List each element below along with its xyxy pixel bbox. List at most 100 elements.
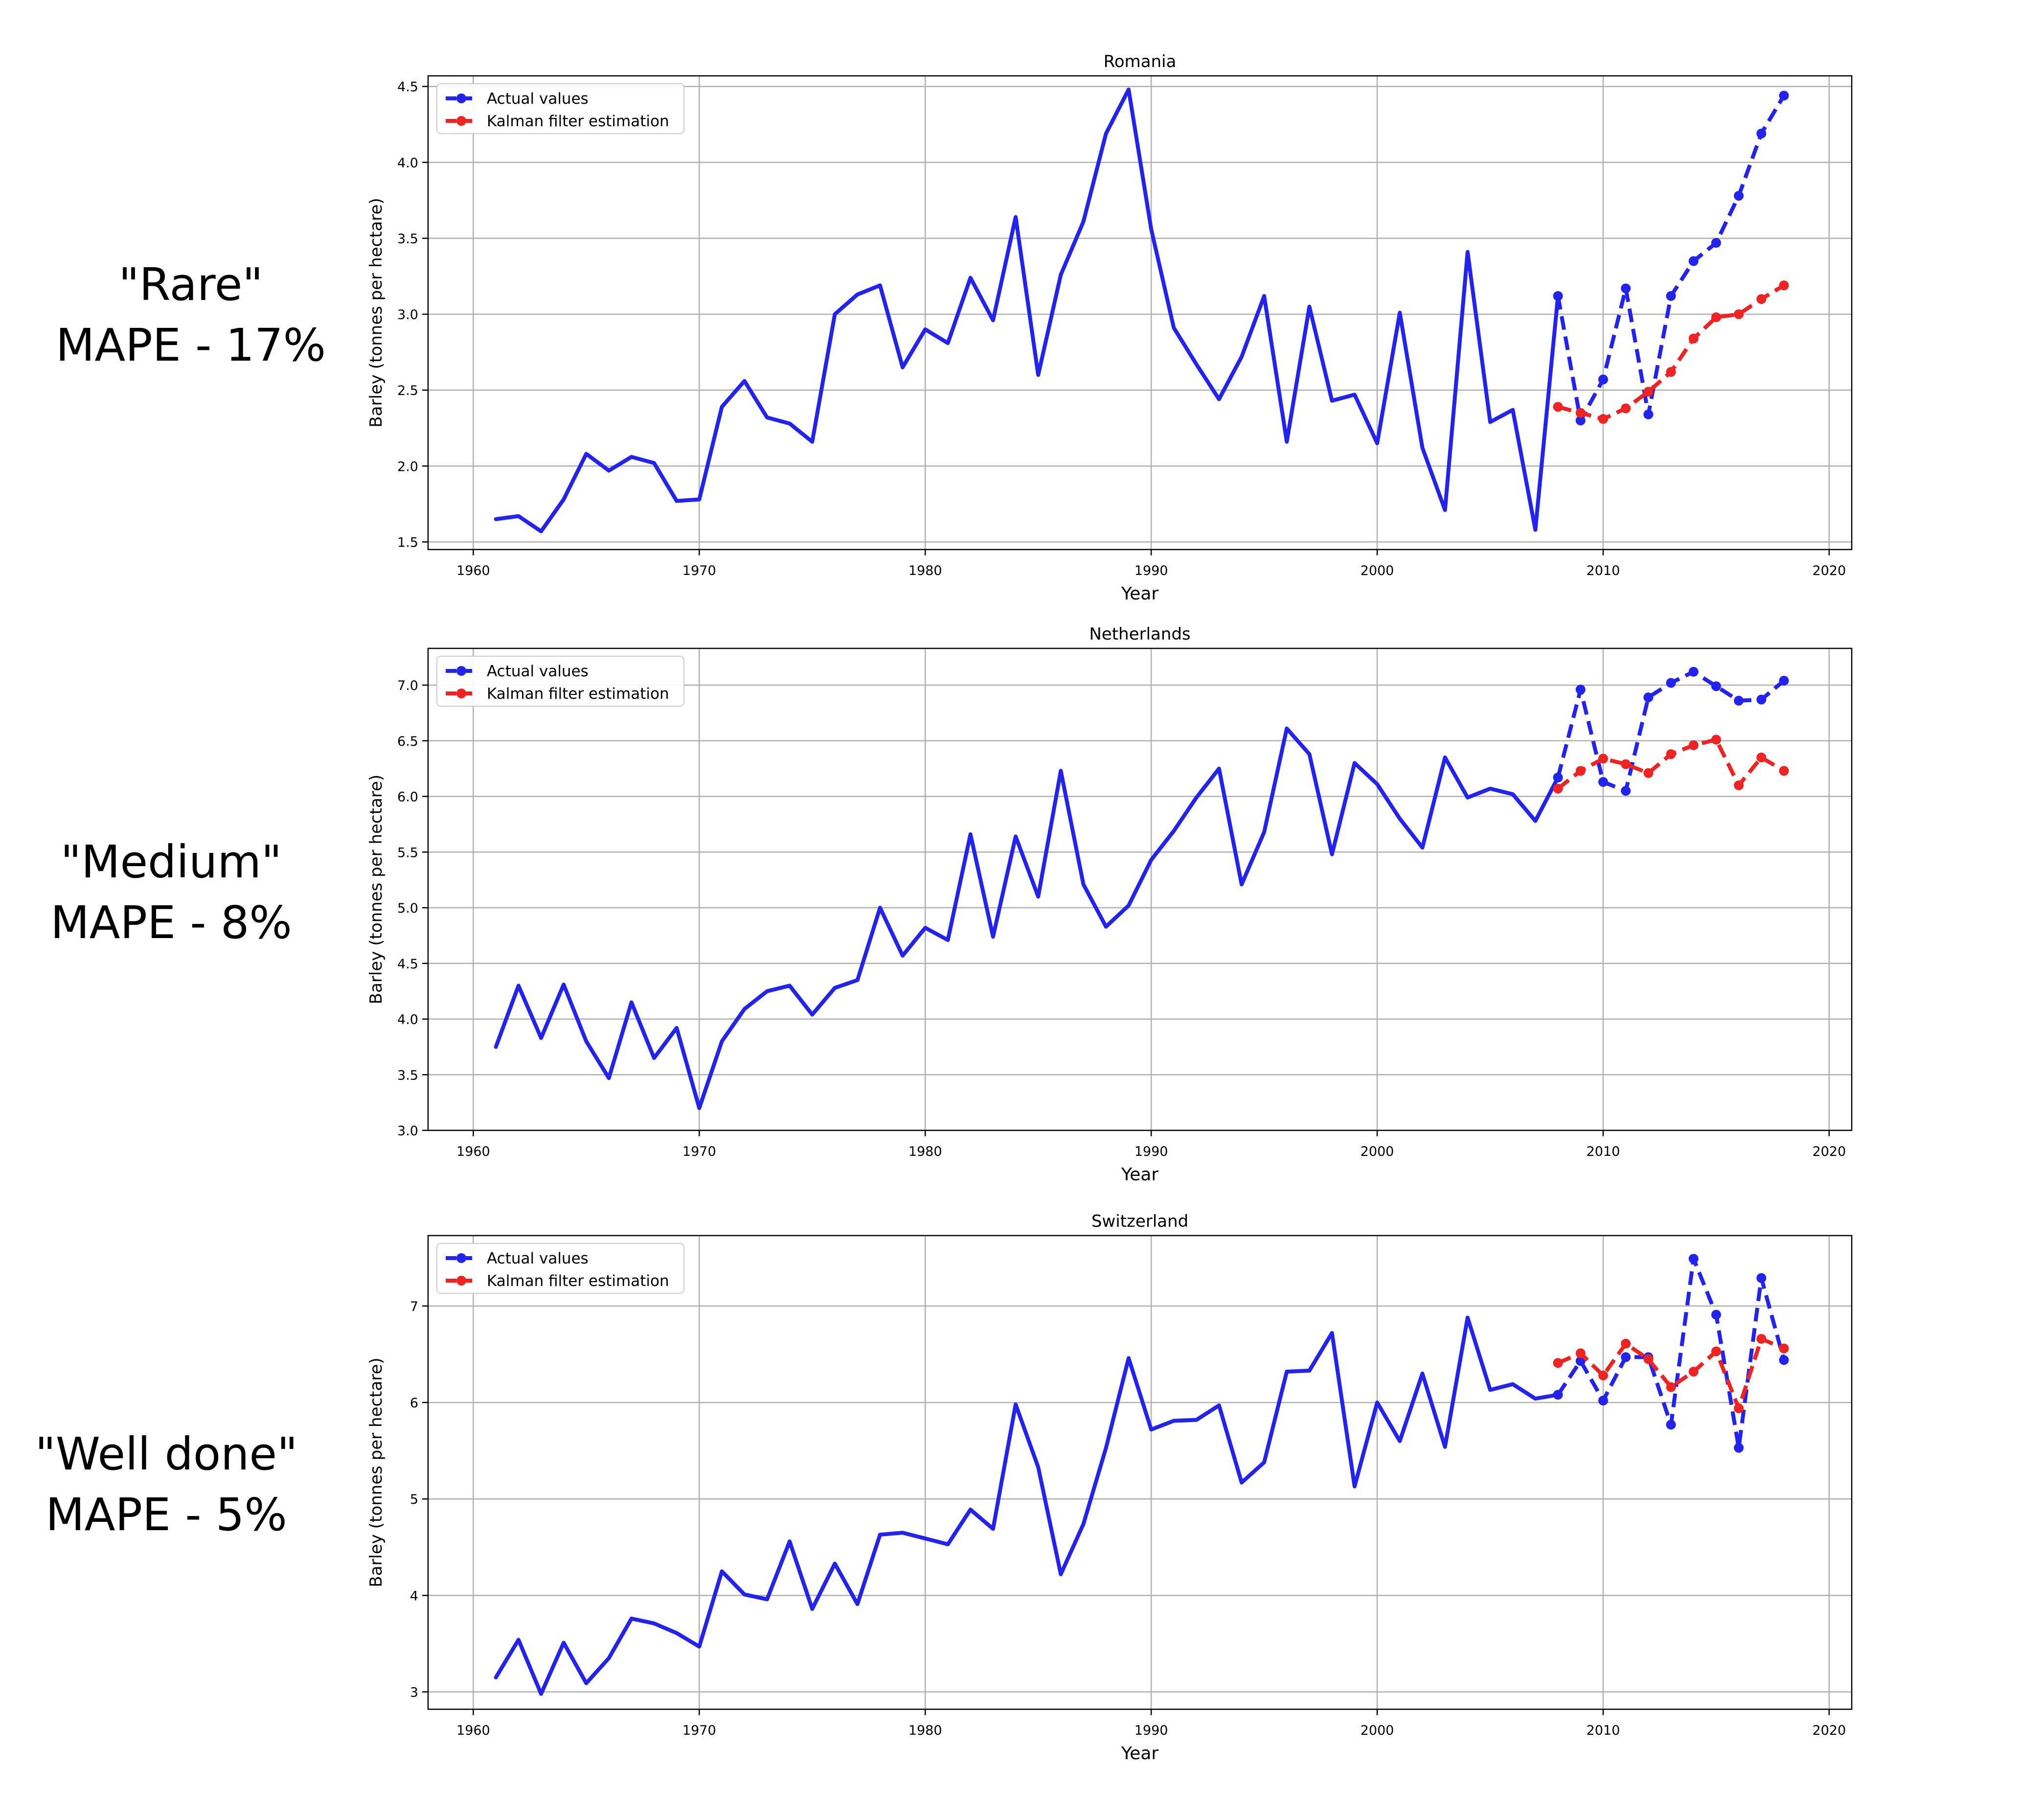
y-tick-label: 3 — [410, 1685, 418, 1700]
legend-label: Actual values — [487, 663, 589, 680]
kalman-point — [1575, 408, 1586, 418]
plot-frame — [427, 1235, 1853, 1710]
chart-title: Netherlands — [1089, 624, 1190, 644]
y-tick-label: 3.5 — [397, 1068, 418, 1083]
kalman-point — [1779, 280, 1789, 291]
kalman-point — [1666, 1382, 1676, 1392]
x-tick-label: 1980 — [908, 1723, 942, 1738]
legend-marker — [456, 1276, 466, 1285]
x-tick-label: 1970 — [682, 563, 716, 578]
kalman-point — [1553, 1358, 1563, 1368]
y-tick-label: 5.5 — [397, 845, 418, 860]
mape-label: MAPE - 5% — [45, 1489, 287, 1541]
actual-point — [1734, 191, 1744, 201]
legend-box — [436, 1243, 684, 1294]
actual-point — [1598, 1396, 1608, 1406]
x-tick-label: 1980 — [908, 563, 942, 578]
kalman-point — [1734, 309, 1744, 320]
kalman-point — [1598, 754, 1608, 764]
kalman-point — [1575, 766, 1586, 776]
quality-label: "Medium" — [60, 836, 282, 888]
history-line — [494, 87, 1560, 533]
legend-box — [436, 83, 684, 134]
actual-point — [1598, 374, 1608, 385]
kalman-point — [1688, 1366, 1699, 1377]
y-tick-label: 2.5 — [397, 383, 418, 398]
x-tick-label: 2010 — [1587, 563, 1620, 578]
side-label-rare: "Rare" MAPE - 17% — [20, 254, 362, 376]
chart-switzerland: 1960 1970 1980 1990 2000 2010 2020 3 4 5 6 7 Switzer… — [366, 1212, 1853, 1764]
kalman-point — [1643, 768, 1654, 778]
actual-point — [1688, 1254, 1699, 1264]
actual-point — [1688, 666, 1699, 677]
actual-point — [1575, 685, 1586, 695]
x-axis-label: Year — [1121, 1165, 1158, 1185]
x-tick-label: 1970 — [682, 1723, 716, 1738]
actual-point — [1711, 681, 1721, 691]
x-tick-label: 1960 — [456, 563, 490, 578]
y-tick-label: 7 — [410, 1299, 418, 1314]
x-tick-label: 2020 — [1812, 1144, 1846, 1159]
legend-marker — [456, 688, 466, 698]
quality-label: "Rare" — [118, 258, 263, 311]
kalman-point — [1756, 752, 1767, 762]
kalman-point — [1598, 1370, 1608, 1380]
actual-point — [1553, 291, 1563, 301]
x-tick-label: 2000 — [1361, 563, 1394, 578]
actual-point — [1756, 1273, 1767, 1283]
x-tick-label: 2020 — [1812, 563, 1846, 578]
actual-point — [1711, 1309, 1721, 1320]
x-tick-label: 2000 — [1361, 1144, 1394, 1159]
kalman-point — [1711, 1346, 1721, 1356]
x-tick-label: 1960 — [456, 1144, 490, 1159]
actual-point — [1575, 1356, 1586, 1366]
kalman-point — [1553, 402, 1563, 412]
chart-romania: 1960 1970 1980 1990 2000 2010 2020 1.5 2.0 2.5 3.0… — [366, 52, 1853, 604]
actual-point — [1756, 128, 1767, 138]
kalman-point — [1756, 294, 1767, 304]
kalman-point — [1643, 1354, 1654, 1364]
x-axis-label: Year — [1121, 584, 1158, 604]
x-tick-label: 2020 — [1812, 1723, 1846, 1738]
actual-point — [1621, 283, 1631, 294]
actual-point — [1621, 1352, 1631, 1362]
plot-frame — [427, 75, 1853, 551]
actual-point — [1643, 409, 1654, 419]
kalman-point — [1711, 734, 1721, 745]
y-axis-label: Barley (tonnes per hectare) — [366, 1357, 386, 1587]
actual-point — [1598, 777, 1608, 787]
kalman-series-line — [1557, 737, 1785, 790]
kalman-point — [1779, 1343, 1789, 1354]
history-line — [494, 1315, 1560, 1696]
legend-box — [436, 656, 684, 707]
kalman-point — [1575, 1348, 1586, 1358]
kalman-point — [1666, 749, 1676, 759]
actual-point — [1666, 1420, 1676, 1430]
actual-point — [1779, 675, 1789, 686]
history-line — [494, 726, 1560, 1110]
y-tick-label: 4.5 — [397, 80, 418, 95]
y-tick-label: 3.5 — [397, 231, 418, 247]
y-tick-label: 4.5 — [397, 957, 418, 972]
y-tick-label: 4 — [410, 1588, 418, 1604]
legend-label: Kalman filter estimation — [487, 685, 669, 703]
actual-point — [1666, 291, 1676, 301]
legend-marker — [456, 1253, 466, 1263]
mape-label: MAPE - 8% — [50, 896, 292, 949]
y-axis-label: Barley (tonnes per hectare) — [366, 775, 386, 1004]
quality-label: "Well done" — [35, 1428, 298, 1480]
legend-marker — [456, 666, 466, 676]
legend-label: Kalman filter estimation — [487, 113, 669, 130]
kalman-point — [1643, 387, 1654, 397]
side-label-medium: "Medium" MAPE - 8% — [0, 832, 342, 953]
x-tick-label: 2010 — [1587, 1723, 1620, 1738]
kalman-point — [1688, 333, 1699, 344]
y-tick-label: 5 — [410, 1492, 418, 1507]
actual-point — [1711, 238, 1721, 248]
legend-label: Kalman filter estimation — [487, 1272, 669, 1290]
legend-marker — [456, 116, 466, 126]
legend-label: Actual values — [487, 90, 589, 108]
x-tick-label: 1990 — [1135, 1723, 1168, 1738]
